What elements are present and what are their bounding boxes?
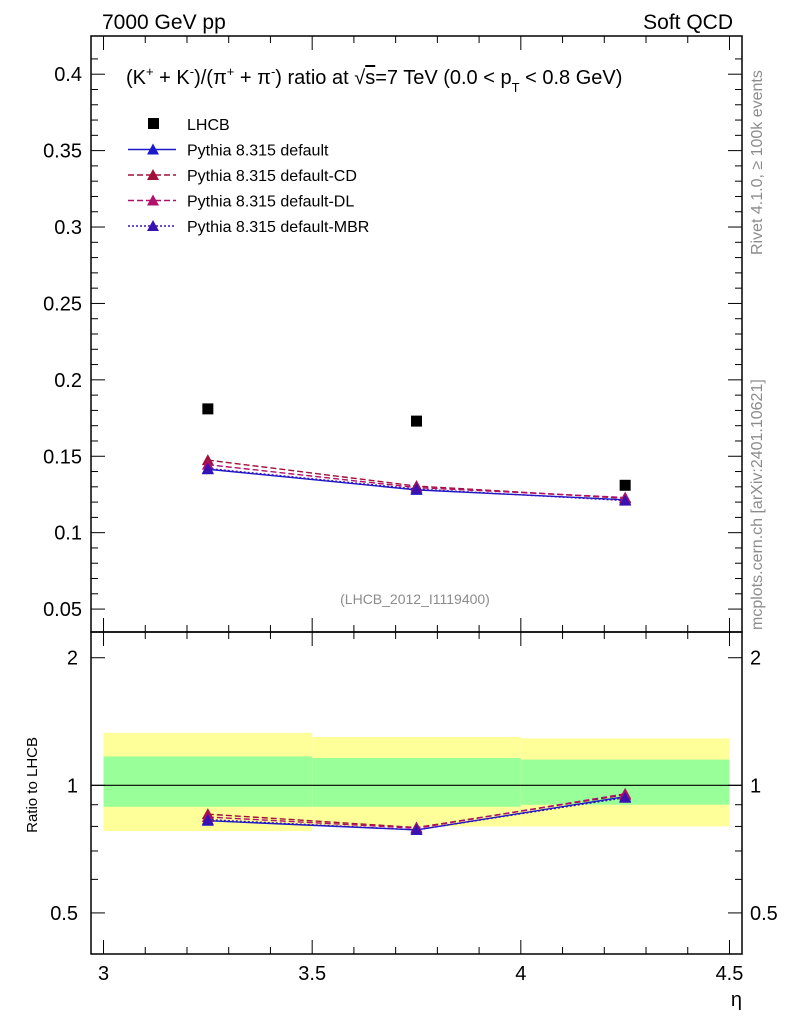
header-right: Soft QCD xyxy=(643,11,733,34)
legend-marker-triangle xyxy=(147,220,159,231)
ratio-point-3 xyxy=(410,823,423,835)
x-tick-label: 3.5 xyxy=(298,963,326,985)
y-tick-label: 0.3 xyxy=(54,217,82,239)
legend-label: Pythia 8.315 default-DL xyxy=(187,194,354,211)
legend: LHCB Pythia 8.315 default Pythia 8.315 def… xyxy=(128,117,369,236)
ratio-point-3 xyxy=(201,813,214,825)
y-tick-label: 0.2 xyxy=(54,370,82,392)
legend-marker-square xyxy=(148,118,159,129)
legend-label: LHCB xyxy=(187,117,230,134)
legend-marker-triangle xyxy=(147,143,159,155)
main-series-layer xyxy=(201,403,632,506)
ratio-y-tick-label-left: 1 xyxy=(67,775,78,797)
legend-label: Pythia 8.315 default-MBR xyxy=(187,219,369,236)
y-tick-label: 0.1 xyxy=(54,523,82,545)
x-tick-label: 4.5 xyxy=(716,963,744,985)
analysis-watermark: (LHCB_2012_I1119400) xyxy=(340,591,490,607)
x-tick-label: 3 xyxy=(98,963,109,985)
y-tick-label: 0.35 xyxy=(43,141,82,163)
y-tick-label: 0.4 xyxy=(54,64,82,86)
axes-ticks: 3 3.5 4 4.5 0.05 0.1 0.15 0.2 0.25 0.3 0.35 0.4 0.5 0… xyxy=(43,36,778,985)
mcplots-label: mcplots.cern.ch [arXiv:2401.10621] xyxy=(749,379,766,630)
data-point xyxy=(619,479,631,491)
ratio-point-3 xyxy=(619,791,632,803)
series-point-3 xyxy=(410,483,423,495)
ratio-y-axis-label: Ratio to LHCB xyxy=(24,737,41,833)
legend-label: Pythia 8.315 default xyxy=(187,143,329,160)
y-tick-label: 0.15 xyxy=(43,446,82,468)
inner-band-1 xyxy=(312,758,521,807)
x-tick-label: 4 xyxy=(515,963,526,985)
ratio-y-tick-label-right: 1 xyxy=(750,775,761,797)
legend-label: Pythia 8.315 default-CD xyxy=(187,168,357,185)
header-left: 7000 GeV pp xyxy=(102,11,226,34)
data-point xyxy=(411,415,422,427)
series-point-3 xyxy=(619,494,632,506)
ratio-plot-frame xyxy=(90,631,743,955)
ratio-uncertainty-bands xyxy=(91,732,742,832)
ratio-y-tick-label-left: 0.5 xyxy=(50,903,78,925)
y-tick-label: 0.25 xyxy=(43,293,82,315)
series-point-3 xyxy=(201,462,214,474)
legend-marker-triangle xyxy=(147,194,159,206)
plot-title: (K+ + K-)/(π+ + π-) ratio at √s=7 TeV (0… xyxy=(126,64,622,95)
ratio-y-tick-label-right: 2 xyxy=(750,648,761,670)
x-axis-label: η xyxy=(731,989,742,1011)
ratio-y-tick-label-left: 2 xyxy=(67,648,78,670)
y-tick-label: 0.05 xyxy=(43,599,82,621)
rivet-label: Rivet 4.1.0, ≥ 100k events xyxy=(749,70,766,255)
ratio-series-layer xyxy=(201,787,632,835)
legend-marker-triangle xyxy=(147,169,159,180)
data-point xyxy=(202,403,214,415)
inner-band-0 xyxy=(103,756,313,807)
ratio-y-tick-label-right: 0.5 xyxy=(750,903,778,925)
